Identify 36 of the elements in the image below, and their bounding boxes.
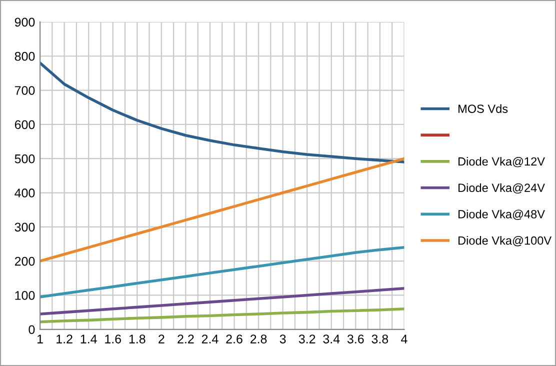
y-tick-label: 700 bbox=[14, 86, 35, 95]
x-tick-label: 3.8 bbox=[372, 334, 388, 344]
line-series bbox=[40, 246, 404, 298]
x-tick-label: 1.4 bbox=[80, 334, 97, 344]
x-tick-label: 2.6 bbox=[226, 334, 242, 344]
y-tick-label: 0 bbox=[28, 325, 35, 334]
y-tick-label: 200 bbox=[14, 256, 35, 266]
legend-label: Diode Vka@24V bbox=[458, 183, 545, 194]
x-tick-label: 1.2 bbox=[56, 334, 72, 344]
y-tick-label: 300 bbox=[14, 222, 35, 232]
y-tick-label: 100 bbox=[15, 291, 35, 300]
x-tick-label: 3.2 bbox=[298, 334, 316, 344]
legend-label: Diode Vka@100V bbox=[458, 236, 552, 246]
x-tick-label: 3 bbox=[280, 334, 286, 344]
x-tick-label: 3.4 bbox=[323, 334, 340, 344]
x-tick-label: 2 bbox=[158, 334, 164, 344]
legend-label: MOS Vds bbox=[458, 104, 508, 113]
legend-label: Diode Vka@12V bbox=[458, 157, 545, 168]
x-tick-label: 1.6 bbox=[105, 334, 122, 344]
line-series bbox=[40, 62, 404, 164]
x-tick-label: 4 bbox=[401, 334, 408, 344]
legend-label: Diode Vka@48V bbox=[458, 210, 545, 220]
y-tick-label: 500 bbox=[14, 154, 35, 164]
line-series bbox=[40, 287, 404, 316]
y-tick-label: 600 bbox=[14, 120, 35, 130]
y-tick-label: 400 bbox=[14, 188, 35, 198]
y-tick-label: 900 bbox=[14, 18, 35, 27]
x-tick-label: 2.2 bbox=[178, 334, 194, 344]
x-tick-label: 1.8 bbox=[129, 334, 146, 344]
x-tick-label: 2.4 bbox=[202, 334, 218, 344]
x-tick-label: 2.8 bbox=[250, 334, 267, 344]
x-tick-label: 1 bbox=[38, 334, 43, 344]
line-series bbox=[40, 308, 404, 324]
x-tick-label: 3.6 bbox=[347, 334, 364, 344]
line-series bbox=[40, 157, 404, 262]
y-tick-label: 800 bbox=[14, 52, 35, 61]
